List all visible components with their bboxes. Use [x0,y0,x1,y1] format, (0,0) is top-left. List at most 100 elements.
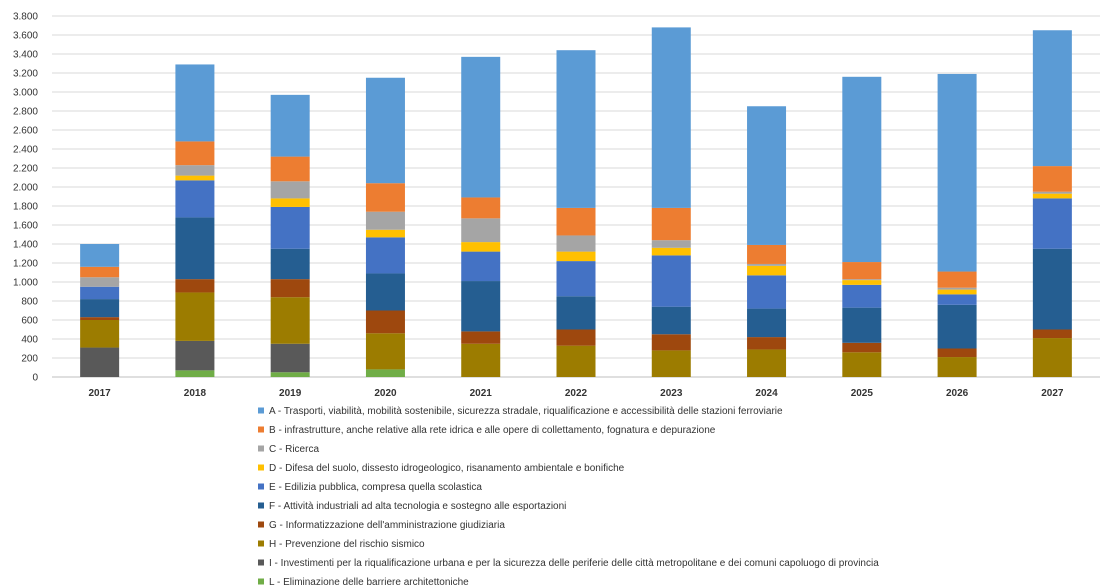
bar-segment-2022-s2 [556,345,596,377]
bar-segment-2026-s3 [937,348,977,358]
y-tick-label: 1.800 [13,202,38,213]
bar-segment-2019-s1 [270,343,310,373]
bar-segment-2020-s8 [365,183,405,212]
y-tick-label: 400 [21,335,38,346]
bar-segment-2017-s1 [80,347,120,377]
bar-segment-2019-s8 [270,156,310,182]
legend-item: C - Ricerca [258,444,319,455]
legend-swatch [258,540,264,547]
bar-segment-2019-s7 [270,181,310,199]
legend-swatch [258,502,264,509]
y-tick-label: 2.200 [13,164,38,175]
bar-segment-2020-s3 [365,310,405,334]
legend-label: D - Difesa del suolo, dissesto idrogeolo… [269,463,625,474]
bar-segment-2018-s5 [175,180,215,218]
bar-segment-2021-s4 [461,281,501,332]
y-tick-label: 2.000 [13,183,38,194]
bar-segment-2020-s2 [365,333,405,370]
y-tick-label: 3.400 [13,50,38,61]
x-category-label: 2019 [279,388,302,399]
y-tick-label: 2.800 [13,107,38,118]
x-category-label: 2024 [755,388,778,399]
bar-segment-2025-s8 [842,262,882,280]
bar-segment-2022-s5 [556,261,596,297]
bar-segment-2026-s8 [937,271,977,288]
legend-label: G - Informatizzazione dell'amministrazio… [269,520,505,531]
bar-segment-2020-s0 [365,369,405,377]
bar-segment-2025-s5 [842,284,882,308]
bar-segment-2025-s2 [842,352,882,377]
y-axis-ticks: 0 200 400 600 800 1.000 1.200 1.400 1.600 1.800 2.… [13,12,38,384]
x-category-label: 2023 [660,388,683,399]
bar-segment-2017-s7 [80,277,120,287]
x-category-label: 2022 [565,388,588,399]
bar-segment-2027-s9 [1032,30,1072,167]
bar-segment-2021-s6 [461,242,501,252]
bar-segment-2017-s9 [80,244,120,267]
bar-segment-2018-s9 [175,64,215,142]
y-tick-label: 600 [21,316,38,327]
y-tick-label: 1.200 [13,259,38,270]
bar-segment-2020-s5 [365,237,405,274]
bar-segment-2025-s6 [842,280,882,285]
bar-segment-2021-s2 [461,343,501,377]
bar-segment-2027-s2 [1032,338,1072,377]
bar-segment-2023-s5 [651,255,691,307]
y-tick-label: 3.800 [13,12,38,23]
legend-label: B - infrastrutture, anche relative alla … [269,425,716,436]
bar-segment-2021-s9 [461,56,501,198]
bar-segment-2024-s3 [747,337,787,350]
x-category-label: 2027 [1041,388,1064,399]
bar-segment-2025-s4 [842,307,882,343]
bar-segment-2026-s6 [937,289,977,295]
bar-segment-2027-s5 [1032,198,1072,249]
y-tick-label: 800 [21,297,38,308]
bar-segment-2025-s9 [842,76,882,263]
legend-label: F - Attività industriali ad alta tecnolo… [269,501,566,512]
bar-segment-2024-s8 [747,244,787,264]
bar-segment-2017-s2 [80,320,120,348]
bar-segment-2019-s2 [270,297,310,344]
legend-swatch [258,445,264,452]
legend-label: L - Eliminazione delle barriere architet… [269,577,469,587]
legend-item: A - Trasporti, viabilità, mobilità soste… [258,406,783,417]
bar-segment-2023-s6 [651,247,691,256]
bar-segment-2024-s4 [747,308,787,338]
bar-segment-2024-s9 [747,106,787,245]
bar-segment-2020-s9 [365,77,405,184]
bar-segment-2018-s3 [175,279,215,293]
legend-item: H - Prevenzione del rischio sismico [258,539,425,550]
legend-swatch [258,483,264,490]
bar-segment-2025-s7 [842,279,882,281]
legend-swatch [258,578,264,585]
legend: A - Trasporti, viabilità, mobilità soste… [258,406,879,587]
legend-swatch [258,426,264,433]
bar-segment-2018-s2 [175,292,215,341]
y-tick-label: 1.600 [13,221,38,232]
bar-segment-2022-s8 [556,207,596,236]
bar-segment-2027-s6 [1032,193,1072,199]
bar-segment-2026-s7 [937,287,977,290]
bar-segment-2024-s6 [747,265,787,276]
bar-segment-2018-s6 [175,175,215,181]
bar-segment-2022-s7 [556,235,596,252]
bar-segment-2018-s8 [175,141,215,166]
bar-segment-2019-s4 [270,248,310,280]
bar-segment-2027-s8 [1032,166,1072,192]
bar-segment-2020-s4 [365,273,405,311]
bar-segment-2022-s9 [556,50,596,208]
bar-segment-2018-s4 [175,217,215,280]
bar-segment-2023-s2 [651,350,691,377]
y-tick-label: 1.400 [13,240,38,251]
bar-segment-2023-s3 [651,334,691,351]
y-tick-label: 3.600 [13,31,38,42]
legend-swatch [258,521,264,528]
bar-segment-2019-s0 [270,372,310,377]
x-axis-categories: 2017 2018 2019 2020 2021 2022 2023 2024 2025 2026… [89,388,1064,399]
bar-segment-2024-s5 [747,275,787,309]
y-tick-label: 200 [21,354,38,365]
bar-segment-2026-s5 [937,294,977,305]
bar-segment-2023-s4 [651,306,691,335]
